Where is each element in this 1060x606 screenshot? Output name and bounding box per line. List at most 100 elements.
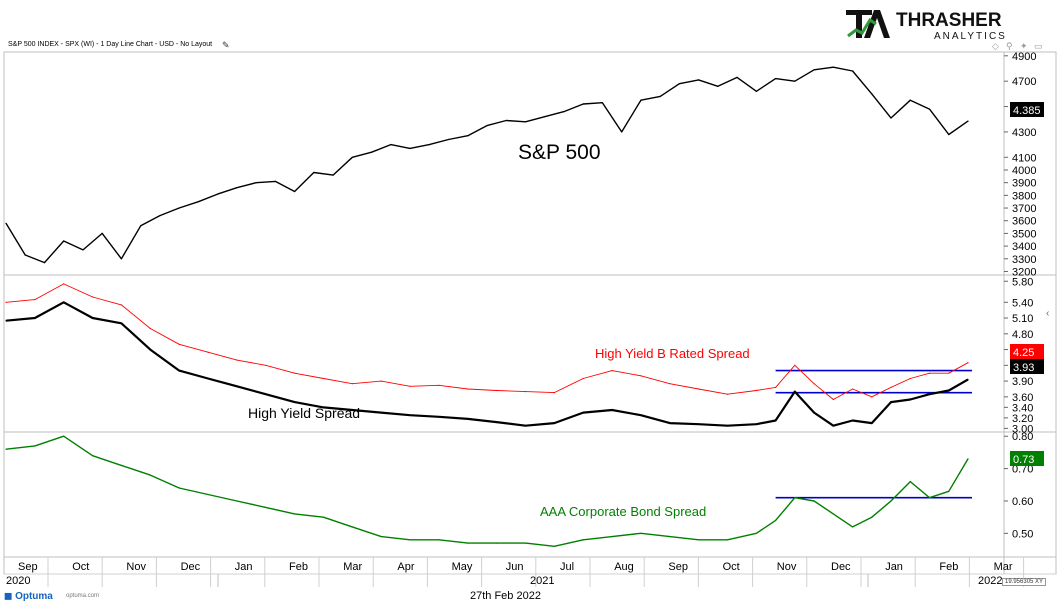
- edit-pencil-icon[interactable]: ✎: [222, 40, 230, 50]
- data-point: [294, 190, 296, 193]
- data-point: [553, 422, 555, 424]
- data-point: [698, 388, 700, 390]
- data-point: [948, 490, 950, 492]
- data-point: [496, 389, 498, 392]
- month-label: Dec: [831, 561, 851, 573]
- data-point: [736, 76, 738, 78]
- month-label: Oct: [72, 561, 89, 573]
- data-point: [890, 500, 892, 502]
- data-point: [313, 171, 315, 174]
- month-label: Jan: [885, 561, 903, 573]
- data-point: [698, 79, 700, 81]
- data-point: [909, 398, 911, 401]
- data-point: [92, 455, 94, 457]
- chart-header-title: S&P 500 INDEX - SPX (WI) - 1 Day Line Ch…: [8, 41, 213, 48]
- data-point: [409, 385, 411, 387]
- data-point: [140, 225, 142, 227]
- data-point: [755, 389, 758, 392]
- data-point: [207, 351, 209, 353]
- data-point: [120, 258, 122, 260]
- data-point: [967, 120, 969, 122]
- data-point: [63, 283, 65, 285]
- data-point: [351, 409, 353, 411]
- data-point: [524, 121, 527, 123]
- data-point: [832, 398, 834, 401]
- y-tick-label: 0.50: [1012, 528, 1033, 540]
- data-point: [794, 391, 796, 393]
- data-point: [265, 364, 267, 366]
- brand-top: THRASHER: [896, 10, 1002, 31]
- data-point: [890, 386, 892, 388]
- data-point: [351, 383, 353, 385]
- data-point: [467, 418, 469, 420]
- data-point: [265, 393, 267, 395]
- hyb-annotation: High Yield B Rated Spread: [595, 346, 750, 361]
- year-label: 2022: [978, 575, 1002, 587]
- hy-annotation: High Yield Spread: [248, 405, 360, 421]
- data-point: [371, 151, 373, 153]
- data-point: [265, 506, 267, 508]
- month-label: Dec: [181, 561, 201, 573]
- chevron-left-icon[interactable]: ‹: [1046, 308, 1050, 319]
- y-tick-label: 4.80: [1012, 329, 1033, 341]
- data-point: [5, 320, 7, 322]
- data-point: [928, 372, 931, 374]
- data-point: [236, 187, 238, 189]
- y-tick-label: 3500: [1012, 228, 1036, 240]
- data-point: [726, 539, 729, 541]
- data-point: [640, 532, 642, 534]
- pin-icon-2[interactable]: ✦: [1020, 41, 1028, 51]
- panel-icon[interactable]: ▭: [1034, 41, 1043, 51]
- thrasher-logo: THRASHER ANALYTICS: [846, 10, 1005, 42]
- data-point: [178, 343, 180, 345]
- data-point: [332, 174, 334, 176]
- y-tick-label: 3.60: [1012, 392, 1033, 404]
- data-point: [409, 539, 411, 541]
- y-tick-label: 5.80: [1012, 276, 1033, 288]
- data-point: [236, 385, 238, 387]
- data-point: [717, 85, 719, 87]
- y-tick-label: 4900: [1012, 51, 1036, 63]
- data-point: [813, 412, 815, 414]
- y-tick-label: 3200: [1012, 266, 1036, 278]
- data-point: [544, 116, 546, 118]
- y-tick-label: 3800: [1012, 190, 1036, 202]
- pin-icon[interactable]: ⚲: [1006, 41, 1013, 51]
- series-line: [5, 301, 969, 427]
- aaa-annotation: AAA Corporate Bond Spread: [540, 504, 706, 519]
- data-point: [159, 215, 161, 217]
- data-point: [34, 317, 36, 319]
- data-point: [43, 262, 46, 264]
- data-point: [582, 539, 584, 541]
- data-point: [582, 377, 584, 380]
- data-point: [611, 536, 613, 538]
- data-point: [178, 370, 180, 372]
- data-point: [197, 201, 199, 203]
- data-point: [178, 487, 180, 489]
- series-line: [5, 283, 969, 400]
- data-point: [236, 359, 238, 361]
- data-point: [698, 423, 700, 425]
- data-point: [775, 519, 777, 522]
- y-tick-label: 3400: [1012, 241, 1036, 253]
- month-label: Nov: [126, 561, 146, 573]
- y-tick-label: 3.20: [1012, 413, 1033, 425]
- month-label: Sep: [668, 561, 688, 573]
- data-point: [601, 102, 604, 104]
- month-label: May: [452, 561, 473, 573]
- data-point: [428, 144, 430, 146]
- data-point: [380, 380, 382, 382]
- month-label: Jan: [235, 561, 253, 573]
- data-point: [967, 362, 969, 364]
- y-tick-label: 0.60: [1012, 496, 1033, 508]
- data-point: [409, 147, 411, 149]
- data-point: [467, 388, 469, 390]
- spx-annotation: S&P 500: [518, 141, 601, 164]
- data-point: [149, 349, 151, 351]
- series-line: [5, 435, 969, 547]
- data-point: [553, 545, 555, 547]
- data-point: [524, 391, 527, 393]
- data-point: [486, 125, 488, 127]
- data-point: [659, 95, 661, 97]
- diamond-icon[interactable]: ◇: [992, 41, 999, 51]
